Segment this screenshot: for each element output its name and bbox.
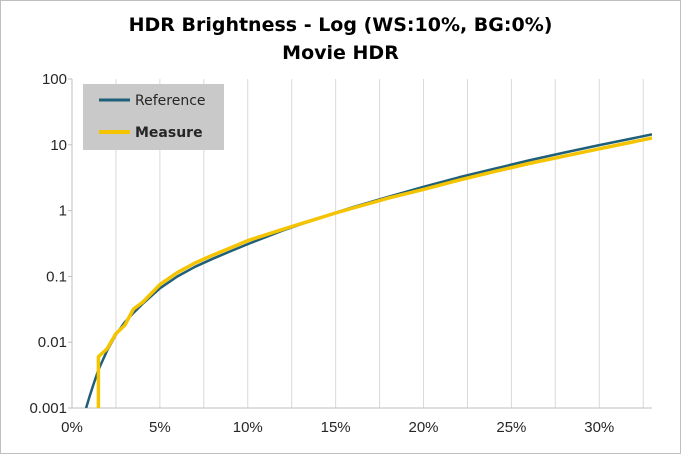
x-tick-label: 15% <box>321 419 351 436</box>
y-tick-label: 100 <box>42 71 67 88</box>
x-tick-label: 25% <box>496 419 526 436</box>
x-tick-label: 30% <box>584 419 614 436</box>
y-tick-label: 0.01 <box>38 334 67 351</box>
y-tick-label: 0.1 <box>46 268 67 285</box>
legend-box <box>83 84 224 150</box>
legend-label-measure: Measure <box>135 125 203 141</box>
legend-label-reference: Reference <box>135 93 206 109</box>
y-tick-label: 0.001 <box>29 400 67 417</box>
series-line-measure <box>96 136 652 408</box>
y-tick-label: 10 <box>50 137 67 154</box>
x-tick-label: 10% <box>233 419 263 436</box>
chart-subtitle: Movie HDR <box>282 42 399 64</box>
x-tick-label: 0% <box>61 419 83 436</box>
chart-title: HDR Brightness - Log (WS:10%, BG:0%) <box>128 14 553 36</box>
series-line-reference <box>84 133 652 408</box>
x-tick-label: 20% <box>408 419 438 436</box>
y-tick-label: 1 <box>59 203 67 220</box>
x-tick-label: 5% <box>149 419 171 436</box>
